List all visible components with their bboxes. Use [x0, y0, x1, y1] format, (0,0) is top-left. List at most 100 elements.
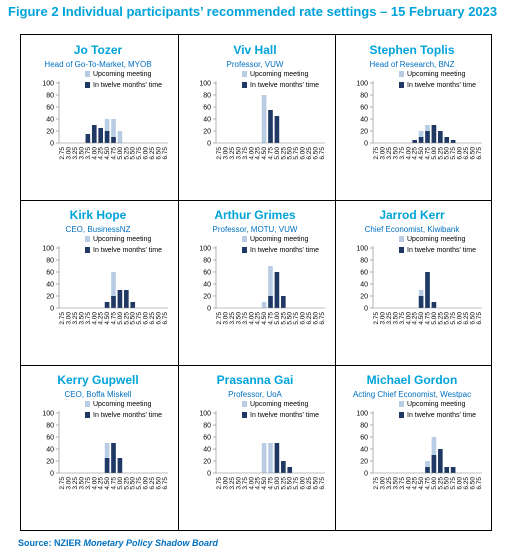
- y-tick-label: 60: [360, 270, 368, 277]
- x-tick-label: 3.50: [78, 477, 85, 490]
- x-tick-label: 6.50: [155, 477, 162, 490]
- x-tick-label: 3.75: [85, 147, 92, 160]
- bar-upcoming: [268, 266, 273, 308]
- x-tick-label: 6.00: [457, 147, 464, 160]
- bar-twelve-months: [274, 116, 280, 143]
- legend-label: Upcoming meeting: [407, 401, 465, 408]
- bar-twelve-months: [274, 272, 280, 308]
- legend-label: Upcoming meeting: [93, 236, 151, 243]
- y-tick-label: 100: [42, 81, 54, 88]
- x-tick-label: 6.75: [476, 312, 483, 325]
- x-tick-label: 3.25: [72, 147, 79, 160]
- legend-swatch: [85, 401, 90, 407]
- x-tick-label: 5.75: [450, 147, 457, 160]
- bar-upcoming: [261, 443, 267, 473]
- x-tick-label: 2.75: [59, 312, 66, 325]
- bar-twelve-months: [438, 131, 443, 143]
- x-tick-label: 6.50: [469, 147, 476, 160]
- x-tick-label: 5.25: [280, 147, 287, 160]
- y-tick-label: 40: [360, 117, 368, 124]
- bar-twelve-months: [268, 296, 273, 308]
- x-tick-label: 5.75: [450, 477, 457, 490]
- panel-role: Acting Chief Economist, Westpac: [353, 390, 471, 399]
- bar-twelve-months: [111, 296, 116, 308]
- bar-twelve-months: [91, 125, 97, 143]
- y-tick-label: 100: [199, 246, 211, 253]
- x-tick-label: 6.25: [463, 312, 470, 325]
- y-tick-label: 60: [46, 270, 54, 277]
- panel-role: Head of Go-To-Market, MYOB: [44, 60, 151, 69]
- panel-name: Kerry Gupwell: [57, 373, 138, 387]
- x-tick-label: 5.00: [274, 477, 281, 490]
- bar-twelve-months: [281, 296, 286, 308]
- x-tick-label: 6.00: [143, 312, 150, 325]
- x-tick-label: 5.50: [287, 477, 294, 490]
- legend-swatch: [242, 82, 247, 88]
- x-tick-label: 3.75: [399, 147, 406, 160]
- x-tick-label: 4.50: [261, 147, 268, 160]
- x-tick-label: 3.00: [66, 477, 73, 490]
- panel-name: Michael Gordon: [367, 373, 458, 387]
- bar-twelve-months: [431, 302, 437, 308]
- bar-twelve-months: [117, 290, 123, 308]
- bar-upcoming: [111, 119, 116, 143]
- panel-name: Stephen Toplis: [369, 43, 454, 57]
- legend-swatch: [85, 236, 90, 242]
- panel-chart: Stephen Toplis Head of Research, BNZ 0 20 40…: [356, 43, 482, 160]
- legend-swatch: [242, 71, 247, 77]
- x-tick-label: 4.25: [255, 477, 262, 490]
- source-label: Source: NZIER: [18, 538, 82, 548]
- legend-label: Upcoming meeting: [250, 236, 308, 243]
- bar-twelve-months: [431, 125, 437, 143]
- y-tick-label: 40: [203, 117, 211, 124]
- x-tick-label: 4.00: [91, 147, 98, 160]
- x-tick-label: 5.00: [274, 147, 281, 160]
- bar-upcoming: [261, 302, 267, 308]
- y-tick-label: 100: [42, 411, 54, 418]
- x-tick-label: 3.25: [386, 147, 393, 160]
- figure-title: Figure 2 Individual participants’ recomm…: [8, 4, 498, 19]
- x-tick-label: 4.25: [255, 312, 262, 325]
- x-tick-label: 5.00: [117, 147, 124, 160]
- y-tick-label: 40: [360, 447, 368, 454]
- y-tick-label: 20: [203, 459, 211, 466]
- x-tick-label: 2.75: [216, 312, 223, 325]
- bar-twelve-months: [130, 302, 136, 308]
- x-tick-label: 3.25: [72, 312, 79, 325]
- bar-twelve-months: [117, 458, 123, 473]
- x-tick-label: 3.25: [386, 477, 393, 490]
- chart-grid: Jo Tozer Head of Go-To-Market, MYOB 0 20 40 6…: [20, 34, 492, 531]
- grid-divider: [335, 35, 336, 530]
- y-tick-label: 40: [203, 282, 211, 289]
- x-tick-label: 3.50: [78, 312, 85, 325]
- x-tick-label: 5.75: [136, 312, 143, 325]
- x-tick-label: 3.75: [242, 477, 249, 490]
- source-note: Source: NZIER Monetary Policy Shadow Boa…: [18, 538, 218, 548]
- x-tick-label: 4.75: [111, 477, 118, 490]
- x-tick-label: 6.50: [155, 147, 162, 160]
- y-tick-label: 60: [46, 435, 54, 442]
- x-tick-label: 5.00: [117, 477, 124, 490]
- bar-twelve-months: [444, 467, 450, 473]
- x-tick-label: 5.75: [293, 477, 300, 490]
- x-tick-label: 3.75: [399, 312, 406, 325]
- y-tick-label: 0: [207, 306, 211, 313]
- x-tick-label: 4.00: [91, 312, 98, 325]
- legend-swatch: [85, 71, 90, 77]
- bar-twelve-months: [104, 131, 110, 143]
- x-tick-label: 3.00: [223, 477, 230, 490]
- x-tick-label: 6.50: [312, 147, 319, 160]
- x-tick-label: 6.50: [469, 477, 476, 490]
- x-tick-label: 5.25: [123, 477, 130, 490]
- legend-label: In twelve months' time: [407, 82, 476, 89]
- bar-twelve-months: [111, 137, 116, 143]
- y-tick-label: 0: [364, 306, 368, 313]
- panel-role: Professor, UoA: [228, 390, 282, 399]
- x-tick-label: 5.50: [130, 477, 137, 490]
- x-tick-label: 4.25: [98, 312, 105, 325]
- x-tick-label: 5.25: [437, 477, 444, 490]
- y-tick-label: 60: [203, 435, 211, 442]
- x-tick-label: 5.25: [123, 312, 130, 325]
- x-tick-label: 4.50: [104, 477, 111, 490]
- panel-role: Professor, MOTU, VUW: [213, 225, 298, 234]
